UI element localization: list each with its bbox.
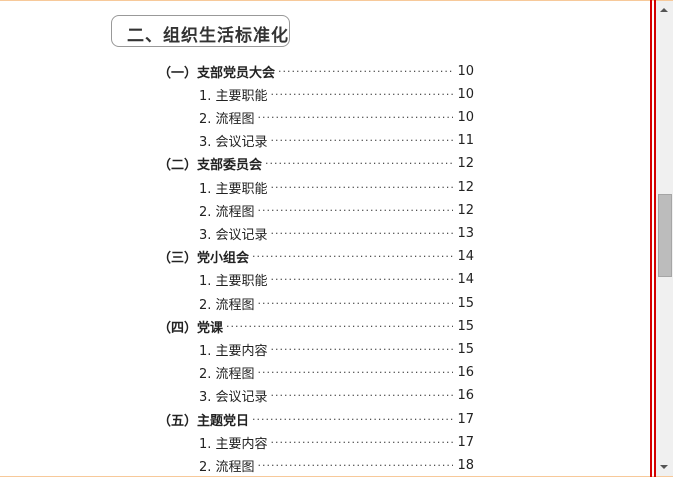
toc-page-number: 10 [457, 109, 474, 125]
toc-entry[interactable]: 1. 主要内容 ·································… [199, 432, 474, 452]
toc-label: 3. 会议记录 [199, 390, 268, 406]
leader-dots: ········································… [270, 342, 453, 356]
toc-page-number: 15 [457, 341, 474, 357]
toc-label: 1. 主要职能 [199, 181, 268, 197]
toc-entry[interactable]: 3. 会议记录 ·································… [199, 131, 474, 151]
leader-dots: ········································… [226, 319, 453, 333]
toc-entry[interactable]: 2. 流程图 ··································… [199, 455, 474, 475]
toc-entry[interactable]: 2. 流程图 ··································… [199, 107, 474, 127]
page-edge-line [654, 0, 656, 477]
toc-page-number: 15 [457, 295, 474, 311]
scroll-up-icon[interactable] [660, 8, 668, 12]
leader-dots: ········································… [278, 64, 453, 78]
toc-label: 1. 主要内容 [199, 343, 268, 359]
toc-page-number: 10 [457, 86, 474, 102]
leader-dots: ········································… [257, 110, 453, 124]
toc-page-number: 12 [457, 179, 474, 195]
toc-entry[interactable]: 3. 会议记录 ·································… [199, 223, 474, 243]
leader-dots: ········································… [265, 157, 453, 171]
toc-page-number: 10 [457, 63, 474, 79]
section-title-box: 二、组织生活标准化 [111, 15, 290, 47]
toc-page-number: 11 [457, 133, 474, 149]
leader-dots: ········································… [257, 203, 453, 217]
toc-page-number: 16 [457, 365, 474, 381]
leader-dots: ········································… [270, 87, 453, 101]
leader-dots: ········································… [270, 435, 453, 449]
toc-label: （三）党小组会 [158, 251, 250, 267]
toc-entry[interactable]: 1. 主要内容 ·································… [199, 339, 474, 359]
toc-entry[interactable]: 1. 主要职能 ·································… [199, 270, 474, 290]
toc-page-number: 18 [457, 457, 474, 473]
toc-page-number: 16 [457, 388, 474, 404]
leader-dots: ········································… [257, 296, 453, 310]
toc-label: （五）主题党日 [158, 413, 250, 429]
toc-entry[interactable]: （五）主题党日 ·································… [158, 409, 474, 429]
toc-label: 1. 主要内容 [199, 436, 268, 452]
toc-page-number: 17 [457, 411, 474, 427]
toc-entry[interactable]: （二）支部委员会 ································… [158, 154, 474, 174]
toc-label: 2. 流程图 [199, 111, 255, 127]
leader-dots: ········································… [257, 366, 453, 380]
leader-dots: ········································… [252, 250, 453, 264]
toc-entry[interactable]: 2. 流程图 ··································… [199, 363, 474, 383]
leader-dots: ········································… [252, 412, 453, 426]
toc-entry[interactable]: （四）党课 ···································… [158, 316, 474, 336]
page-edge-line [650, 0, 652, 477]
toc-page-number: 14 [457, 249, 474, 265]
vertical-scrollbar[interactable] [656, 1, 673, 476]
toc-label: 2. 流程图 [199, 459, 255, 475]
leader-dots: ········································… [270, 273, 453, 287]
scrollbar-thumb[interactable] [658, 194, 672, 277]
toc-page-number: 12 [457, 156, 474, 172]
scroll-down-icon[interactable] [660, 465, 668, 469]
toc-label: 1. 主要职能 [199, 88, 268, 104]
toc-entry[interactable]: 3. 会议记录 ·································… [199, 386, 474, 406]
toc-page-number: 15 [457, 318, 474, 334]
toc-page-number: 12 [457, 202, 474, 218]
section-title: 二、组织生活标准化 [127, 26, 289, 46]
toc-label: 1. 主要职能 [199, 274, 268, 290]
toc-page-number: 14 [457, 272, 474, 288]
leader-dots: ········································… [257, 458, 453, 472]
leader-dots: ········································… [270, 226, 453, 240]
top-border [0, 0, 673, 1]
toc-page-number: 17 [457, 434, 474, 450]
leader-dots: ········································… [270, 180, 453, 194]
toc-label: 2. 流程图 [199, 297, 255, 313]
toc-entry[interactable]: 1. 主要职能 ·································… [199, 84, 474, 104]
toc-page-number: 13 [457, 225, 474, 241]
toc-entry[interactable]: （一）支部党员大会 ·······························… [158, 61, 474, 81]
toc-entry[interactable]: 2. 流程图 ··································… [199, 293, 474, 313]
toc-entry[interactable]: 1. 主要职能 ·································… [199, 177, 474, 197]
toc-label: 3. 会议记录 [199, 135, 268, 151]
toc-label: 3. 会议记录 [199, 227, 268, 243]
toc-label: （二）支部委员会 [158, 158, 263, 174]
toc-label: （四）党课 [158, 320, 224, 336]
toc-label: 2. 流程图 [199, 367, 255, 383]
toc-label: （一）支部党员大会 [158, 65, 276, 81]
leader-dots: ········································… [270, 134, 453, 148]
toc-label: 2. 流程图 [199, 204, 255, 220]
leader-dots: ········································… [270, 389, 453, 403]
toc-entry[interactable]: 2. 流程图 ··································… [199, 200, 474, 220]
toc-entry[interactable]: （三）党小组会 ·································… [158, 247, 474, 267]
